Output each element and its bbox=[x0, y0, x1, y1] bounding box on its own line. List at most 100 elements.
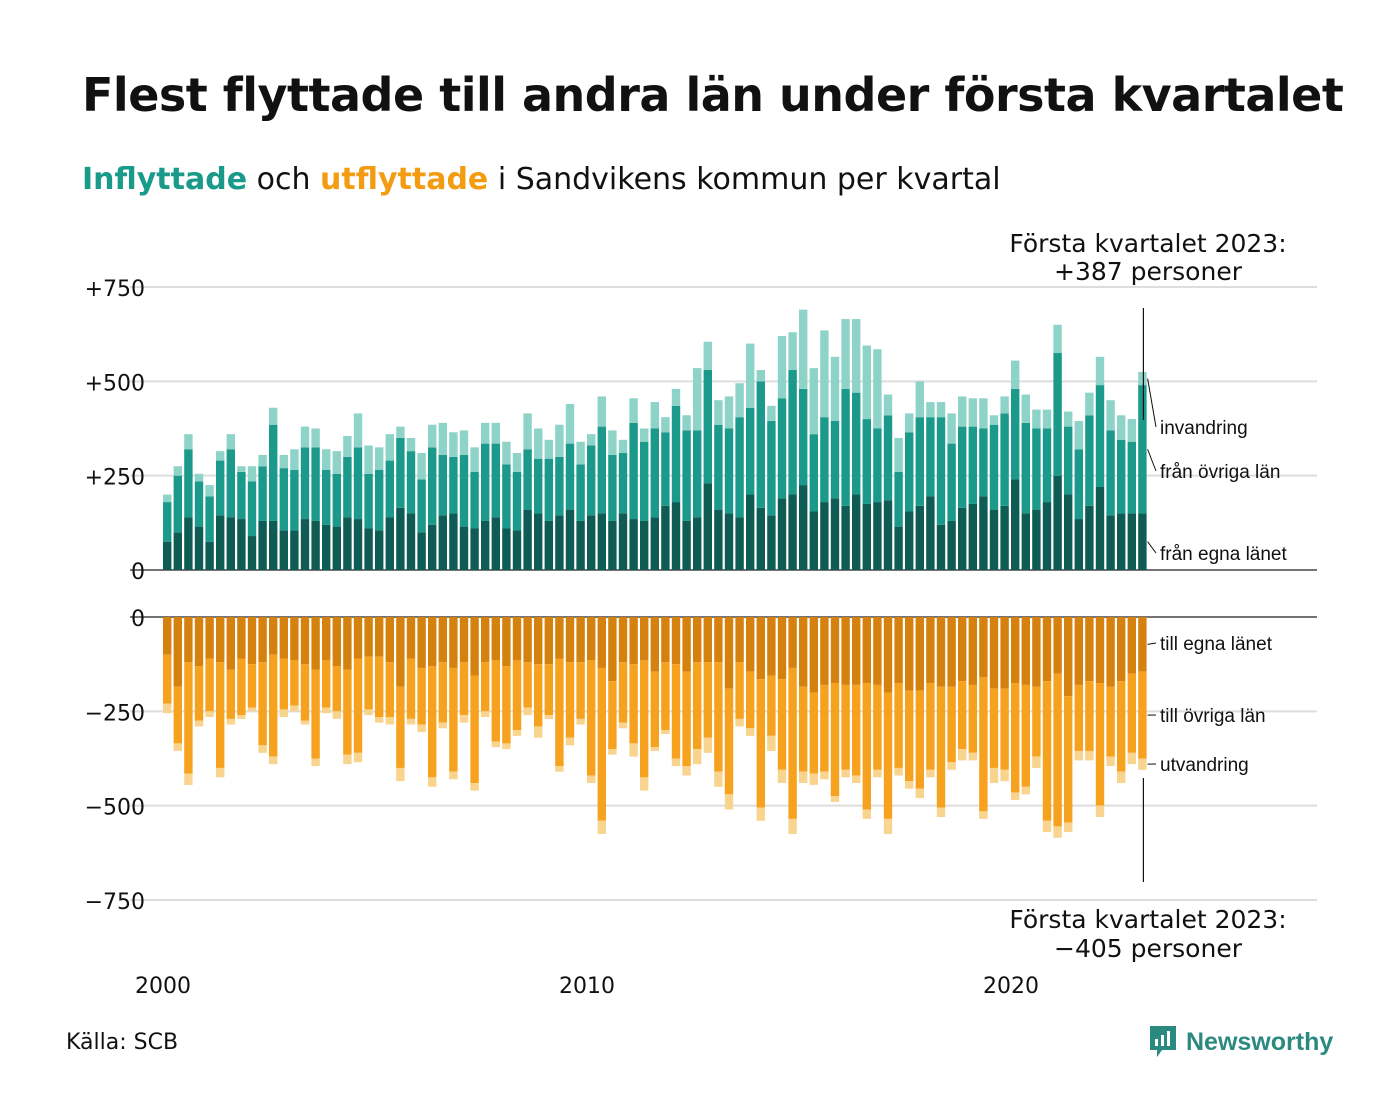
bar-out-segment bbox=[735, 617, 744, 663]
bar-in-segment bbox=[958, 426, 967, 508]
bar-in-segment bbox=[1032, 409, 1041, 429]
bar-out-segment bbox=[820, 684, 829, 772]
bar-out-segment bbox=[640, 660, 649, 778]
bar-out-segment bbox=[555, 658, 564, 767]
bar-in-segment bbox=[555, 456, 564, 516]
bar-out-segment bbox=[300, 617, 310, 665]
bar-in-segment bbox=[565, 443, 575, 510]
bar-in-segment bbox=[332, 473, 341, 527]
bar-in-segment bbox=[279, 530, 288, 570]
bar-in-segment bbox=[830, 420, 840, 499]
bar-out-segment bbox=[809, 692, 818, 774]
bar-out-segment bbox=[226, 718, 235, 725]
bar-out-segment bbox=[1021, 786, 1030, 795]
bar-out-segment bbox=[703, 737, 712, 753]
bar-out-segment bbox=[682, 671, 691, 767]
bar-in-segment bbox=[300, 447, 310, 520]
bar-in-segment bbox=[926, 402, 935, 418]
bar-out-segment bbox=[905, 690, 914, 782]
bar-out-segment bbox=[989, 688, 999, 768]
bar-out-segment bbox=[693, 662, 702, 750]
bar-in-segment bbox=[184, 517, 193, 570]
bar-in-segment bbox=[682, 520, 691, 570]
bar-out-segment bbox=[682, 617, 691, 672]
bar-out-segment bbox=[163, 703, 172, 714]
bar-in-segment bbox=[428, 447, 437, 525]
bar-in-segment bbox=[1042, 502, 1052, 570]
bar-out-segment bbox=[1074, 684, 1083, 751]
bar-out-segment bbox=[1064, 617, 1073, 697]
bar-in-segment bbox=[661, 432, 670, 506]
bar-in-segment bbox=[587, 445, 596, 516]
bar-in-segment bbox=[989, 424, 999, 510]
bar-out-segment bbox=[364, 617, 373, 657]
bar-in-segment bbox=[968, 426, 977, 504]
bar-in-segment bbox=[194, 526, 204, 570]
bar-in-segment bbox=[735, 383, 744, 418]
bar-out-segment bbox=[438, 662, 447, 723]
bar-in-segment bbox=[777, 398, 787, 499]
bar-in-segment bbox=[671, 388, 681, 406]
bar-out-segment bbox=[311, 617, 320, 670]
bar-in-segment bbox=[979, 428, 988, 497]
bar-in-segment bbox=[1053, 324, 1062, 354]
bar-in-segment bbox=[1000, 396, 1009, 414]
bar-out-segment bbox=[1053, 673, 1062, 827]
bar-out-segment bbox=[1106, 617, 1115, 687]
bar-out-segment bbox=[237, 617, 246, 659]
bar-in-segment bbox=[353, 519, 363, 570]
bar-out-segment bbox=[788, 667, 797, 819]
bar-out-segment bbox=[1074, 750, 1083, 761]
bar-in-segment bbox=[1117, 513, 1126, 570]
bar-in-segment bbox=[799, 388, 808, 486]
bar-in-segment bbox=[597, 426, 606, 514]
bar-out-segment bbox=[173, 743, 182, 751]
bar-out-segment bbox=[258, 617, 267, 663]
bar-in-segment bbox=[491, 422, 500, 444]
bar-in-segment bbox=[936, 524, 946, 570]
bar-out-segment bbox=[926, 617, 935, 684]
bar-in-segment bbox=[682, 415, 691, 431]
bar-in-segment bbox=[756, 507, 765, 570]
bar-in-segment bbox=[406, 437, 416, 452]
newsworthy-logo: Newsworthy bbox=[1148, 1024, 1333, 1060]
bar-out-segment bbox=[1032, 756, 1041, 768]
bar-in-segment bbox=[693, 430, 702, 518]
bar-out-segment bbox=[968, 684, 977, 753]
bar-out-segment bbox=[470, 783, 479, 791]
bar-out-segment bbox=[576, 718, 585, 725]
bar-in-segment bbox=[385, 460, 394, 518]
bar-out-segment bbox=[534, 664, 543, 727]
bar-out-segment bbox=[936, 686, 946, 808]
bar-out-segment bbox=[767, 617, 776, 676]
bar-out-segment bbox=[491, 617, 500, 661]
bar-out-segment bbox=[332, 711, 341, 719]
bar-in-segment bbox=[767, 420, 776, 516]
bar-out-segment bbox=[608, 681, 617, 750]
bar-in-segment bbox=[184, 434, 193, 450]
bar-in-segment bbox=[565, 509, 575, 570]
bar-in-segment bbox=[279, 454, 288, 469]
bar-in-segment bbox=[173, 532, 182, 570]
bar-in-segment bbox=[205, 485, 214, 497]
bar-out-segment bbox=[375, 716, 384, 723]
bar-out-segment bbox=[979, 677, 988, 812]
bar-out-segment bbox=[1042, 820, 1052, 833]
bar-in-segment bbox=[936, 402, 946, 418]
bar-in-segment bbox=[237, 519, 246, 570]
bar-in-segment bbox=[576, 464, 585, 521]
bar-out-segment bbox=[428, 617, 437, 667]
bar-out-segment bbox=[1095, 683, 1105, 806]
bar-out-segment bbox=[926, 769, 935, 778]
legend-label: utvandring bbox=[1160, 755, 1249, 776]
bar-in-segment bbox=[534, 458, 543, 514]
bar-in-segment bbox=[343, 436, 352, 457]
bar-out-segment bbox=[205, 711, 214, 717]
bar-in-segment bbox=[247, 466, 257, 482]
bar-out-segment bbox=[1085, 617, 1094, 682]
bar-out-segment bbox=[269, 756, 278, 765]
bar-in-segment bbox=[905, 511, 914, 570]
bar-in-segment bbox=[947, 413, 956, 444]
bar-out-segment bbox=[332, 617, 341, 667]
